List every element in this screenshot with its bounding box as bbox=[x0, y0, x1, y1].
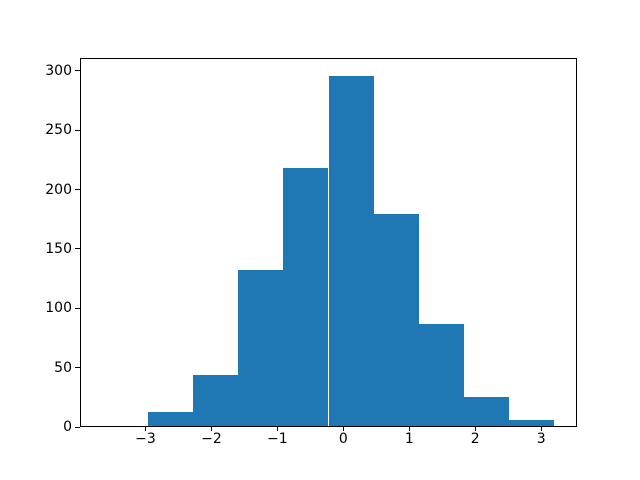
histogram-bar bbox=[328, 75, 374, 427]
y-tick-label: 0 bbox=[63, 419, 72, 435]
y-tick-mark bbox=[75, 248, 80, 250]
y-tick-label: 100 bbox=[45, 300, 72, 317]
histogram-bar bbox=[238, 270, 284, 427]
histogram-bar bbox=[509, 419, 555, 427]
y-tick-label: 150 bbox=[45, 240, 72, 257]
histogram-bar bbox=[418, 323, 465, 427]
x-tick-mark bbox=[144, 427, 146, 431]
x-tick-mark bbox=[210, 427, 212, 431]
histogram-bar bbox=[102, 425, 148, 427]
y-tick-label: 250 bbox=[45, 122, 72, 139]
y-tick-mark bbox=[75, 70, 80, 72]
histogram-bar bbox=[373, 214, 419, 427]
x-tick-mark bbox=[408, 427, 410, 431]
x-tick-mark bbox=[474, 427, 476, 431]
histogram-bar bbox=[147, 411, 193, 427]
x-tick-label: 3 bbox=[536, 431, 546, 447]
histogram-bar bbox=[464, 397, 510, 427]
histogram-bar bbox=[192, 374, 239, 427]
x-tick-label: 1 bbox=[404, 431, 414, 447]
y-tick-label: 50 bbox=[54, 359, 72, 376]
y-tick-mark bbox=[75, 367, 80, 369]
x-tick-mark bbox=[342, 427, 344, 431]
y-tick-mark bbox=[75, 189, 80, 191]
y-tick-mark bbox=[75, 129, 80, 131]
x-tick-label: 2 bbox=[470, 431, 480, 447]
y-tick-label: 200 bbox=[45, 181, 72, 198]
x-tick-label: 0 bbox=[338, 431, 348, 447]
y-tick-mark bbox=[75, 426, 80, 428]
x-tick-mark bbox=[540, 427, 542, 431]
x-tick-label: −1 bbox=[267, 431, 288, 447]
x-tick-label: −3 bbox=[135, 431, 156, 447]
y-tick-label: 300 bbox=[45, 62, 72, 79]
x-tick-mark bbox=[276, 427, 278, 431]
histogram-bar bbox=[283, 168, 329, 427]
x-tick-label: −2 bbox=[201, 431, 222, 447]
y-tick-mark bbox=[75, 307, 80, 309]
